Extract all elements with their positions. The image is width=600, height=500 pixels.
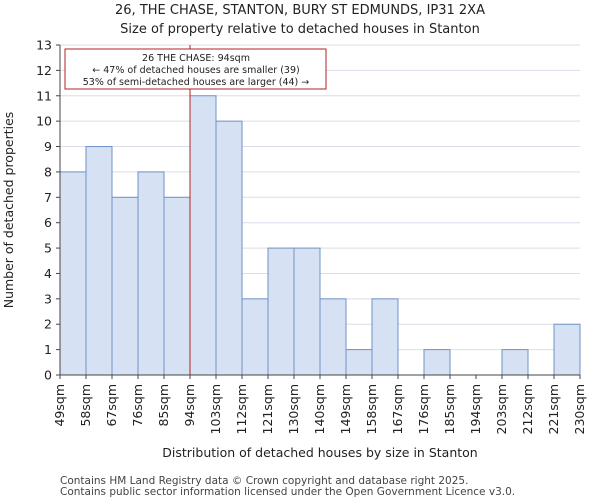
bar bbox=[59, 171, 87, 376]
x-tick-label: 176sqm bbox=[416, 384, 431, 434]
x-tick-label: 76sqm bbox=[130, 384, 145, 427]
annotation-line-2: ← 47% of detached houses are smaller (39… bbox=[92, 65, 299, 76]
x-tick-label: 94sqm bbox=[182, 384, 197, 427]
y-tick-label: 2 bbox=[44, 317, 52, 332]
bar bbox=[215, 120, 243, 376]
bar bbox=[241, 298, 269, 376]
y-tick-label: 13 bbox=[36, 38, 52, 53]
x-tick-label: 140sqm bbox=[312, 384, 327, 434]
bar bbox=[163, 196, 191, 376]
y-tick-label: 4 bbox=[44, 266, 52, 281]
y-tick-label: 5 bbox=[44, 241, 52, 256]
y-tick-label: 3 bbox=[44, 291, 52, 306]
x-tick-label: 58sqm bbox=[78, 384, 93, 427]
bar bbox=[137, 171, 165, 376]
x-tick-label: 212sqm bbox=[520, 384, 535, 434]
bar bbox=[423, 349, 451, 376]
y-tick-label: 12 bbox=[36, 63, 52, 78]
bar bbox=[371, 298, 399, 376]
x-tick-label: 158sqm bbox=[364, 384, 379, 434]
bar bbox=[293, 247, 321, 376]
bar bbox=[85, 146, 113, 376]
bar bbox=[553, 323, 581, 376]
x-tick-label: 185sqm bbox=[442, 384, 457, 434]
x-tick-label: 103sqm bbox=[208, 384, 223, 434]
x-tick-label: 121sqm bbox=[260, 384, 275, 434]
annotation-line-3: 53% of semi-detached houses are larger (… bbox=[83, 77, 310, 88]
x-tick-label: 112sqm bbox=[234, 384, 249, 434]
y-axis-label: Number of detached properties bbox=[1, 112, 16, 309]
bar bbox=[319, 298, 347, 376]
y-tick-label: 11 bbox=[36, 88, 52, 103]
x-tick-label: 67sqm bbox=[104, 384, 119, 427]
bar bbox=[501, 349, 529, 376]
x-axis-label: Distribution of detached houses by size … bbox=[162, 445, 477, 460]
x-tick-label: 149sqm bbox=[338, 384, 353, 434]
x-tick-label: 203sqm bbox=[494, 384, 509, 434]
chart-subtitle: Size of property relative to detached ho… bbox=[120, 22, 480, 37]
x-tick-label: 194sqm bbox=[468, 384, 483, 434]
x-tick-label: 221sqm bbox=[546, 384, 561, 434]
y-tick-label: 6 bbox=[44, 215, 52, 230]
y-tick-label: 0 bbox=[44, 368, 52, 383]
footer-line-1: Contains HM Land Registry data © Crown c… bbox=[60, 475, 468, 487]
y-tick-label: 7 bbox=[44, 190, 52, 205]
x-tick-label: 130sqm bbox=[286, 384, 301, 434]
footer-line-2: Contains public sector information licen… bbox=[60, 486, 515, 498]
x-tick-label: 167sqm bbox=[390, 384, 405, 434]
x-ticks: 49sqm 58sqm 67sqm 76sqm 85sqm 94sqm 103sqm 112s… bbox=[52, 375, 587, 434]
y-tick-label: 1 bbox=[44, 342, 52, 357]
annotation-line-1: 26 THE CHASE: 94sqm bbox=[142, 53, 250, 64]
x-tick-label: 49sqm bbox=[52, 384, 67, 427]
bars bbox=[59, 95, 581, 376]
y-tick-label: 10 bbox=[36, 114, 52, 129]
bar bbox=[267, 247, 295, 376]
y-tick-label: 8 bbox=[44, 164, 52, 179]
y-tick-label: 9 bbox=[44, 139, 52, 154]
bar bbox=[189, 95, 217, 376]
x-tick-label: 85sqm bbox=[156, 384, 171, 427]
bar bbox=[345, 349, 373, 376]
chart-title: 26, THE CHASE, STANTON, BURY ST EDMUNDS,… bbox=[115, 3, 485, 18]
annotation-box: 26 THE CHASE: 94sqm ← 47% of detached ho… bbox=[64, 48, 327, 90]
bar bbox=[111, 196, 139, 376]
x-tick-label: 230sqm bbox=[572, 384, 587, 434]
